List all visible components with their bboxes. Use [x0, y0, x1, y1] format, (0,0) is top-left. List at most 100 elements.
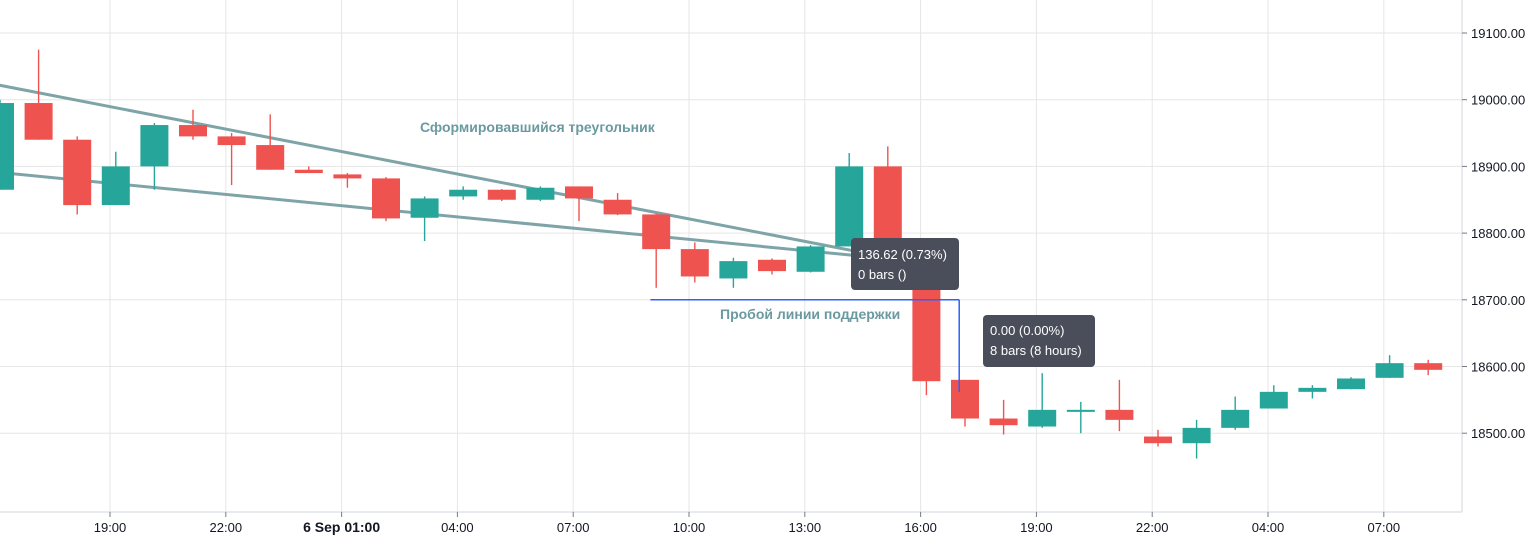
- candle[interactable]: [1105, 379, 1134, 432]
- candle[interactable]: [1221, 396, 1250, 430]
- time-tick-label: 04:00: [1252, 520, 1285, 535]
- candle[interactable]: [1259, 385, 1288, 409]
- candle-body: [1105, 409, 1134, 420]
- candle-body: [1337, 378, 1365, 390]
- candle-body: [333, 174, 362, 179]
- candle[interactable]: [989, 399, 1018, 435]
- candle-body: [796, 246, 825, 272]
- candle-body: [1144, 436, 1172, 444]
- candle[interactable]: [1375, 355, 1404, 378]
- candle-body: [372, 178, 400, 219]
- candle[interactable]: [1028, 373, 1057, 428]
- candle[interactable]: [24, 49, 53, 140]
- candle[interactable]: [333, 173, 362, 188]
- price-tick-label: 18700.00: [1471, 293, 1525, 308]
- candle-body: [1182, 427, 1211, 444]
- candle[interactable]: [835, 153, 864, 247]
- candle-body: [1028, 409, 1057, 427]
- candle[interactable]: [140, 123, 169, 190]
- candle-body: [487, 189, 516, 200]
- time-tick-label: 19:00: [1020, 520, 1053, 535]
- candle-body: [680, 249, 709, 277]
- candle[interactable]: [256, 114, 285, 170]
- time-tick-label: 6 Sep 01:00: [303, 519, 380, 535]
- candle-body: [835, 166, 864, 247]
- candle[interactable]: [63, 136, 92, 215]
- candle[interactable]: [1414, 359, 1443, 376]
- triangle-annotation: Сформировавшийся треугольник: [420, 119, 656, 135]
- tooltip-1-value: 136.62 (0.73%): [858, 247, 947, 262]
- time-tick-label: 07:00: [1368, 520, 1401, 535]
- candle-body: [256, 145, 285, 170]
- measure-tool[interactable]: [650, 299, 960, 392]
- candle[interactable]: [217, 133, 246, 186]
- time-tick-label: 04:00: [441, 520, 474, 535]
- candle[interactable]: [1066, 401, 1095, 434]
- candle[interactable]: [372, 177, 400, 222]
- candle-body: [951, 379, 979, 419]
- tooltip-range-1: 136.62 (0.73%) 0 bars (): [851, 238, 959, 290]
- price-tick-label: 19000.00: [1471, 93, 1525, 108]
- candle-body: [989, 418, 1018, 426]
- candles[interactable]: [0, 49, 1443, 459]
- time-tick-label: 22:00: [1136, 520, 1169, 535]
- candle[interactable]: [642, 213, 671, 288]
- candle[interactable]: [603, 193, 632, 216]
- trendlines[interactable]: [0, 80, 936, 268]
- candle-body: [565, 186, 593, 199]
- trendline-2[interactable]: [0, 170, 901, 262]
- price-axis[interactable]: 19100.00 19000.00 18900.00 18800.00 18700.00…: [1462, 26, 1525, 441]
- candle[interactable]: [719, 257, 748, 288]
- candle[interactable]: [0, 99, 14, 190]
- candle[interactable]: [1182, 419, 1211, 459]
- candle[interactable]: [1144, 429, 1172, 447]
- candle[interactable]: [565, 186, 593, 222]
- candle[interactable]: [294, 166, 323, 174]
- candle[interactable]: [758, 258, 786, 275]
- candle-body: [410, 198, 439, 218]
- candle[interactable]: [101, 151, 130, 206]
- candle-body: [526, 187, 555, 200]
- price-tick-label: 18500.00: [1471, 426, 1525, 441]
- time-tick-label: 19:00: [94, 520, 127, 535]
- time-tick-label: 07:00: [557, 520, 590, 535]
- candle-body: [140, 125, 169, 167]
- grid: [0, 0, 1463, 513]
- time-tick-label: 16:00: [904, 520, 937, 535]
- time-tick-label: 10:00: [673, 520, 706, 535]
- candle-body: [603, 199, 632, 215]
- candle[interactable]: [449, 186, 478, 200]
- candle-body: [101, 166, 130, 206]
- candle[interactable]: [179, 109, 207, 140]
- candle-body: [1066, 409, 1095, 412]
- candle-body: [24, 103, 53, 140]
- time-axis[interactable]: 19:00 22:00 6 Sep 01:00 04:00 07:00 10:00 13:0…: [94, 512, 1400, 535]
- candle[interactable]: [526, 186, 555, 202]
- candle[interactable]: [680, 242, 709, 283]
- candle[interactable]: [410, 196, 439, 242]
- time-tick-label: 13:00: [789, 520, 822, 535]
- support-break-annotation: Пробой линии поддержки: [720, 306, 900, 322]
- candle-body: [1414, 363, 1443, 370]
- candle-body: [217, 136, 246, 146]
- candle[interactable]: [951, 379, 979, 427]
- tooltip-1-bars: 0 bars (): [858, 267, 906, 282]
- candle-body: [1221, 409, 1250, 428]
- trendline-1[interactable]: [0, 80, 936, 268]
- candle-body: [1298, 387, 1327, 392]
- tooltip-2-value: 0.00 (0.00%): [990, 323, 1064, 338]
- candle-body: [719, 261, 748, 279]
- candle[interactable]: [487, 189, 516, 202]
- price-tick-label: 18900.00: [1471, 159, 1525, 174]
- candle-body: [0, 103, 14, 190]
- tooltip-2-bars: 8 bars (8 hours): [990, 343, 1082, 358]
- candle[interactable]: [1298, 385, 1327, 399]
- tooltip-range-2: 0.00 (0.00%) 8 bars (8 hours): [983, 315, 1095, 367]
- candle-body: [1375, 363, 1404, 378]
- candle[interactable]: [1337, 377, 1365, 390]
- candle[interactable]: [796, 245, 825, 273]
- time-tick-label: 22:00: [210, 520, 243, 535]
- price-tick-label: 18800.00: [1471, 226, 1525, 241]
